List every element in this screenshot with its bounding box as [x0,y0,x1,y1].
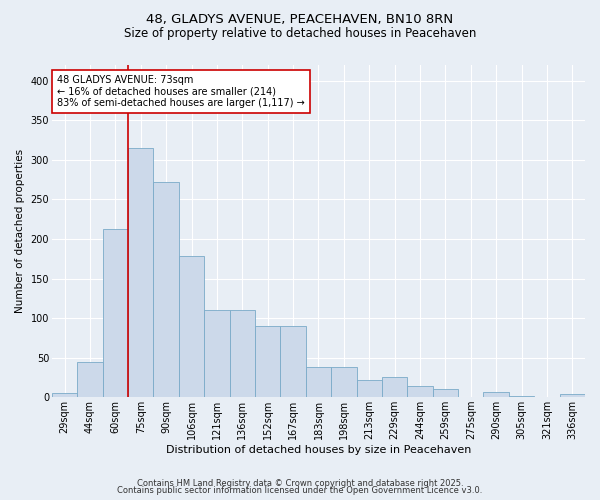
Bar [560,394,585,397]
Bar [255,326,280,397]
Text: Contains public sector information licensed under the Open Government Licence v3: Contains public sector information licen… [118,486,482,495]
Text: Size of property relative to detached houses in Peacehaven: Size of property relative to detached ho… [124,28,476,40]
Bar [103,228,128,397]
Bar [407,386,433,397]
Bar [52,393,77,397]
Bar [179,256,204,397]
Bar [382,378,407,397]
Bar [484,392,509,397]
Bar [509,396,534,397]
Bar [154,182,179,397]
Bar [128,148,154,397]
Bar [204,310,230,397]
Y-axis label: Number of detached properties: Number of detached properties [15,149,25,313]
Bar [280,326,306,397]
Bar [306,367,331,397]
Text: 48, GLADYS AVENUE, PEACEHAVEN, BN10 8RN: 48, GLADYS AVENUE, PEACEHAVEN, BN10 8RN [146,12,454,26]
X-axis label: Distribution of detached houses by size in Peacehaven: Distribution of detached houses by size … [166,445,471,455]
Bar [433,390,458,397]
Bar [230,310,255,397]
Bar [77,362,103,397]
Text: Contains HM Land Registry data © Crown copyright and database right 2025.: Contains HM Land Registry data © Crown c… [137,478,463,488]
Bar [331,367,356,397]
Text: 48 GLADYS AVENUE: 73sqm
← 16% of detached houses are smaller (214)
83% of semi-d: 48 GLADYS AVENUE: 73sqm ← 16% of detache… [57,75,305,108]
Bar [356,380,382,397]
